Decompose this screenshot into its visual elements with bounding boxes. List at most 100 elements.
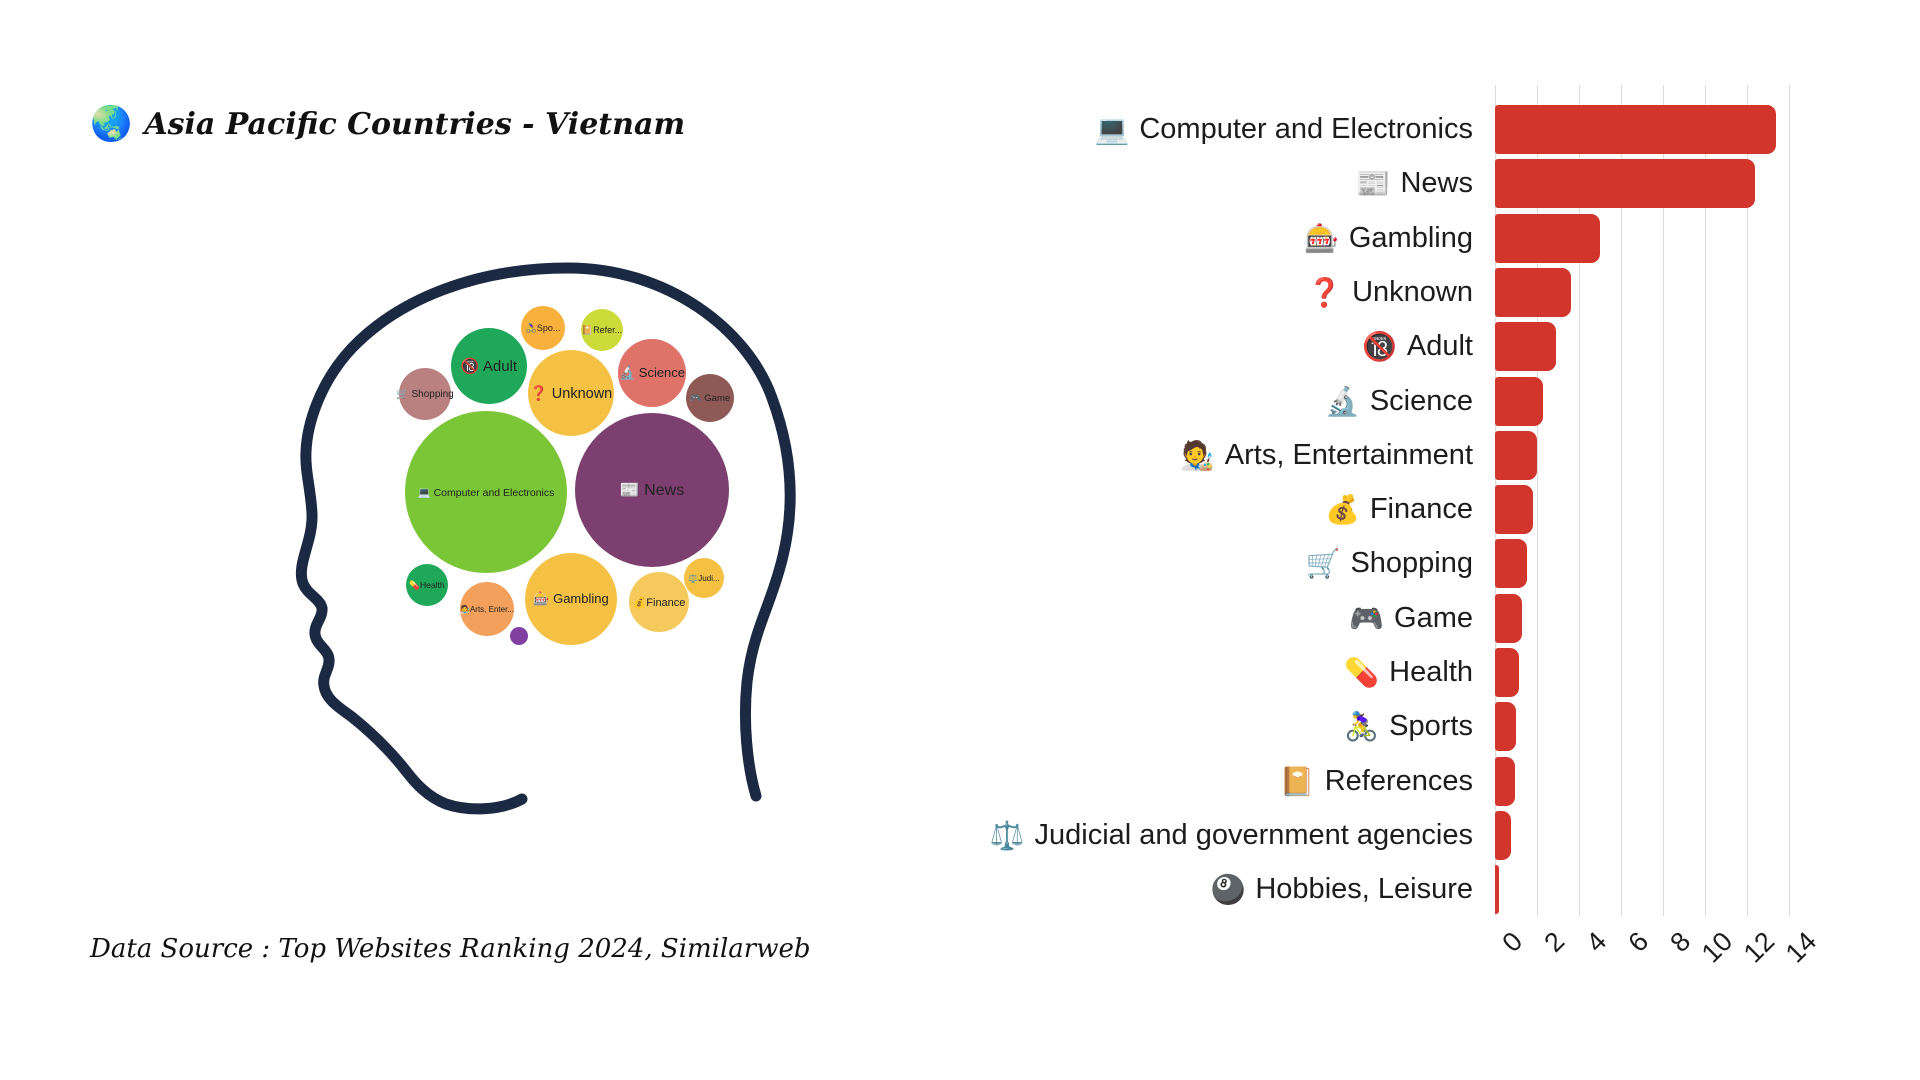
bar-label-text: Unknown [1352, 275, 1473, 308]
bar-shopping [1495, 539, 1527, 589]
game-icon: 🎮 [1349, 602, 1385, 634]
arts-entertainment-icon: 🧑‍🎨 [1179, 439, 1215, 471]
judicial-and-government-agencies-icon: ⚖️ [989, 819, 1025, 851]
bar-label-sports: 🚴‍♀️ Sports [0, 705, 1473, 749]
bar-label-computer-and-electronics: 💻 Computer and Electronics [0, 108, 1473, 152]
gridline-x-6 [1621, 85, 1622, 916]
gridline-x-10 [1705, 85, 1706, 916]
bar-label-text: Judicial and government agencies [1034, 818, 1474, 851]
bubble-label: 📔Refer... [581, 324, 623, 335]
x-tick-6: 6 [1622, 926, 1655, 958]
bar-label-hobbies-leisure: 🎱 Hobbies, Leisure [0, 868, 1473, 912]
x-tick-2: 2 [1538, 926, 1571, 958]
bar-sports [1495, 702, 1516, 752]
data-source-note: Data Source : Top Websites Ranking 2024,… [90, 934, 811, 964]
bar-label-text: Health [1389, 656, 1473, 688]
x-tick-12: 12 [1737, 926, 1781, 969]
unknown-icon: ❓ [1307, 276, 1343, 308]
bubble-label: 📰 News [619, 482, 685, 499]
bar-label-science: 🔬 Science [0, 379, 1473, 423]
bar-label-news: 📰 News [0, 162, 1473, 206]
bar-science [1495, 376, 1544, 426]
bar-label-text: Arts, Entertainment [1224, 438, 1473, 471]
bubble-label: 🎰 Gambling [533, 591, 609, 606]
bubble-label: 🛒 Shopping [396, 388, 454, 400]
bar-label-judicial-and-government-agencies: ⚖️ Judicial and government agencies [0, 813, 1473, 857]
bar-unknown [1495, 267, 1571, 317]
bubble-adult: 🔞 Adult [451, 328, 527, 404]
bar-arts-entertainment [1495, 430, 1537, 480]
bubble-label: 💰Finance [632, 596, 686, 609]
bubble-finance: 💰Finance [629, 572, 689, 632]
bar-computer-and-electronics [1495, 105, 1777, 154]
bubble-science: 🔬 Science [618, 339, 686, 407]
bar-label-text: Hobbies, Leisure [1255, 873, 1473, 906]
bar-label-references: 📔 References [0, 759, 1473, 803]
bar-label-adult: 🔞 Adult [0, 325, 1473, 369]
bar-label-text: Finance [1369, 493, 1473, 526]
bubble-game: 🎮 Game [686, 374, 734, 422]
adult-icon: 🔞 [1362, 331, 1397, 363]
gambling-icon: 🎰 [1304, 222, 1339, 254]
bar-judicial-and-government-agencies [1495, 810, 1511, 860]
shopping-icon: 🛒 [1305, 548, 1341, 580]
bar-label-arts-entertainment: 🧑‍🎨 Arts, Entertainment [0, 433, 1473, 477]
bubble-health: 💊Health [406, 564, 448, 606]
bubble-label: 🔬 Science [618, 365, 686, 380]
bar-label-text: Sports [1389, 710, 1473, 743]
bar-news [1495, 159, 1756, 209]
sports-icon: 🚴‍♀️ [1344, 711, 1380, 743]
head-silhouette [295, 262, 796, 815]
bubble-judicial-and-government-agencies: ⚖️Judi... [684, 558, 724, 598]
gridline-x-12 [1747, 85, 1748, 916]
x-tick-14: 14 [1779, 926, 1823, 969]
bar-hobbies-leisure [1495, 865, 1500, 915]
bar-label-text: Adult [1406, 330, 1473, 363]
bubble-label: 🧑‍🎨Arts, Enter... [460, 604, 514, 614]
bar-label-health: 💊 Health [0, 651, 1473, 695]
health-icon: 💊 [1344, 657, 1380, 688]
bubble-label: 🎮 Game [689, 392, 731, 404]
bubble-label: 💊Health [409, 579, 445, 590]
x-tick-4: 4 [1580, 926, 1613, 958]
bubble-news: 📰 News [575, 413, 729, 567]
gridline-x-4 [1579, 85, 1580, 916]
bubble-label: ❓ Unknown [529, 385, 613, 402]
bar-label-text: Computer and Electronics [1139, 113, 1473, 145]
bubble-hobbies-leisure [510, 627, 528, 645]
x-tick-0: 0 [1496, 926, 1529, 958]
computer-and-electronics-icon: 💻 [1094, 114, 1130, 145]
bar-label-shopping: 🛒 Shopping [0, 542, 1473, 586]
bar-label-gambling: 🎰 Gambling [0, 216, 1473, 260]
bubble-computer-and-electronics: 💻 Computer and Electronics [405, 411, 567, 573]
globe-asia-icon: 🌏 [90, 104, 133, 144]
bar-label-unknown: ❓ Unknown [0, 270, 1473, 314]
bar-label-text: Shopping [1350, 547, 1473, 580]
bubble-gambling: 🎰 Gambling [525, 553, 617, 645]
science-icon: 🔬 [1324, 385, 1360, 417]
bar-label-text: News [1400, 167, 1473, 200]
bubble-label: 💻 Computer and Electronics [417, 486, 555, 499]
head-outline-path [295, 262, 796, 815]
page-title-text: Asia Pacific Countries - Vietnam [144, 106, 686, 142]
bubble-label: 🚴‍♀️Spo... [525, 322, 561, 333]
bubble-references: 📔Refer... [581, 309, 623, 351]
bubble-shopping: 🛒 Shopping [396, 368, 454, 420]
bubble-arts-entertainment: 🧑‍🎨Arts, Enter... [460, 582, 514, 636]
bar-label-text: Gambling [1348, 221, 1473, 254]
gridline-x-14 [1789, 85, 1790, 916]
bar-label-text: Science [1369, 384, 1473, 417]
x-tick-8: 8 [1664, 926, 1697, 958]
bar-health [1495, 648, 1520, 697]
bar-label-finance: 💰 Finance [0, 488, 1473, 532]
bar-finance [1495, 485, 1533, 535]
bar-label-game: 🎮 Game [0, 596, 1473, 640]
hobbies-leisure-icon: 🎱 [1210, 874, 1246, 906]
page-title: 🌏 Asia Pacific Countries - Vietnam [90, 100, 685, 148]
bubble-unknown: ❓ Unknown [528, 350, 614, 436]
finance-icon: 💰 [1324, 494, 1360, 526]
x-tick-10: 10 [1695, 926, 1739, 969]
bar-label-text: Game [1394, 601, 1473, 634]
bubble-label: ⚖️Judi... [688, 573, 720, 583]
